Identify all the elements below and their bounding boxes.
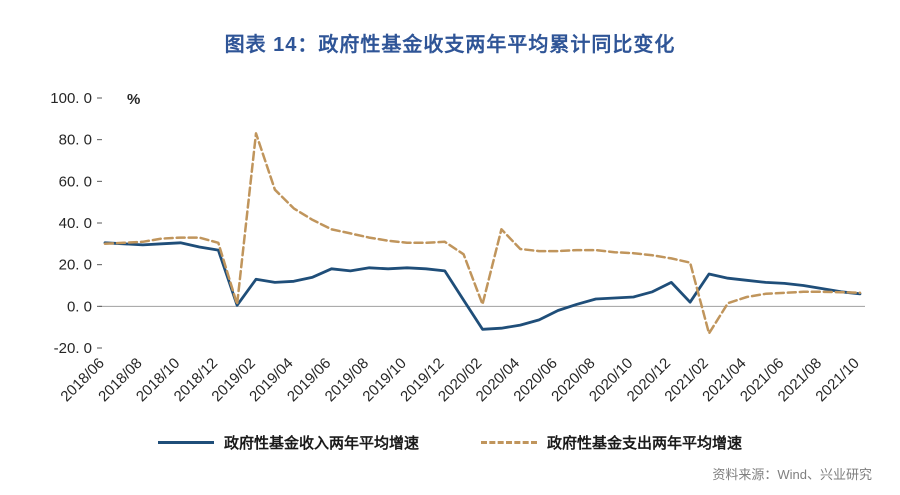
- y-axis-label: 100. 0: [50, 90, 92, 107]
- legend-label-revenue: 政府性基金收入两年平均增速: [223, 435, 419, 452]
- source-note: 资料来源：Wind、兴业研究: [712, 467, 872, 482]
- y-axis-label: 60. 0: [59, 173, 92, 190]
- legend-item-revenue: 政府性基金收入两年平均增速: [157, 432, 419, 453]
- y-axis-label: -20. 0: [54, 340, 92, 357]
- legend-label-expenditure: 政府性基金支出两年平均增速: [547, 435, 743, 452]
- y-axis-unit-label: %: [127, 91, 140, 108]
- y-axis-label: 20. 0: [59, 257, 92, 274]
- expenditure-line: [103, 132, 862, 335]
- chart-plot-area: 100. 080. 060. 040. 020. 00. 0-20. 0%201…: [50, 90, 865, 405]
- revenue-line: [103, 241, 862, 331]
- legend-item-expenditure: 政府性基金支出两年平均增速: [481, 432, 742, 453]
- chart-legend: 政府性基金收入两年平均增速 政府性基金支出两年平均增速: [0, 432, 900, 453]
- revenue-line-sample: [157, 441, 214, 444]
- chart-title: 图表 14：政府性基金收支两年平均累计同比变化: [224, 34, 676, 56]
- expenditure-line-sample: [481, 441, 537, 444]
- y-axis-label: 40. 0: [59, 215, 92, 232]
- y-axis-label: 80. 0: [59, 132, 92, 149]
- y-axis-label: 0. 0: [67, 298, 92, 315]
